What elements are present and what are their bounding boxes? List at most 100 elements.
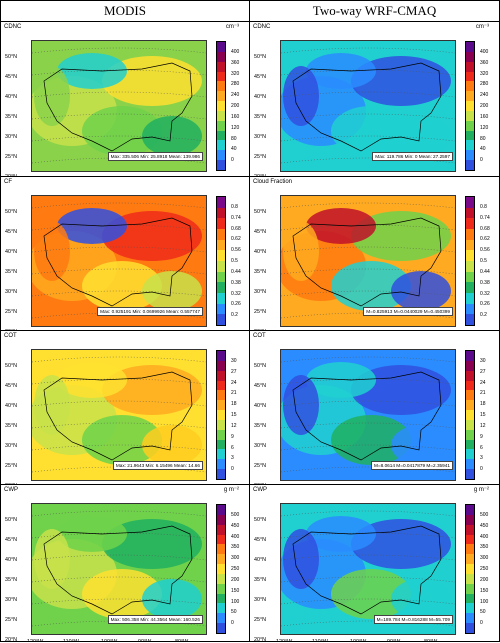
colorbar-tick: 24 [231,379,237,386]
colorbar-tick: 0 [231,620,234,627]
graticule-line [281,576,455,583]
colorbar-swatch [466,360,474,371]
colorbar-swatch [466,218,474,230]
colorbar [216,196,226,326]
map-svg [281,196,455,326]
colorbar-swatch [466,71,474,82]
colorbar-swatch [466,554,474,565]
field-region [142,425,202,465]
unit-label: cm⁻³ [225,24,239,30]
colorbar-tick: 400 [231,533,240,540]
colorbar-swatch [217,140,225,151]
colorbar-swatch [217,564,225,574]
colorbar-swatch [217,250,225,262]
latitude-label: 40°N [254,557,267,563]
field-region [102,519,202,569]
graticule-line [281,554,455,561]
colorbar-tick: 40 [231,146,237,153]
colorbar-tick: 9 [480,433,483,440]
latitude-label: 25°N [254,309,267,315]
colorbar-tick: 0.2 [480,312,487,319]
colorbar-swatch [217,514,225,525]
colorbar-tick: 15 [480,412,486,418]
map-panel: COT Max: 21.9643 Min: 6.15496 Mean: 14.66… [0,330,250,488]
field-region [351,519,451,569]
graticule-line [281,202,455,209]
colorbar-swatch [217,91,225,102]
colorbar-tick: 280 [231,81,240,88]
variable-label: CDNC [4,24,22,30]
latitude-label: 30°N [254,134,267,140]
column-title-modis: MODIS [0,0,250,22]
field-region [34,375,70,435]
colorbar-tick: 200 [480,103,489,109]
colorbar-swatch [466,410,474,420]
colorbar-tick: 30 [231,357,237,364]
colorbar-swatch [466,400,474,411]
map-svg [281,41,455,171]
graticule-line [32,356,206,363]
colorbar-tick: 100 [231,598,240,605]
latitude-label: 40°N [254,403,267,409]
colorbar-swatch [217,303,225,315]
latitude-label: 40°N [5,94,18,100]
colorbar-swatch [466,469,474,479]
graticule-line [281,510,455,517]
colorbar-swatch [217,593,225,604]
map-panel: CF Max: 0.925191 Min: 0.0699926 Mean: 0.5… [0,176,250,334]
colorbar-tick: 0.32 [231,290,241,297]
latitude-label: 45°N [254,537,267,543]
colorbar-tick: 80 [231,135,237,142]
field-region [351,365,451,415]
colorbar-tick: 0.68 [480,225,490,232]
colorbar-tick: 450 [480,522,489,529]
latitude-label: 30°N [254,597,267,603]
map-svg [32,350,206,480]
colorbar-swatch [466,514,474,525]
stats-box: Max: 335.506 Min: 25.8918 Mean: 139.986 [107,152,203,161]
map-field [31,349,207,481]
latitude-label: 25°N [254,617,267,623]
graticule-line [32,554,206,561]
colorbar-tick: 27 [480,368,486,375]
colorbar-swatch [217,505,225,515]
coastline [292,217,442,307]
colorbar-tick: 200 [480,576,489,583]
colorbar-tick: 0.2 [231,312,238,319]
longitude-label: 90°W [138,639,152,642]
latitude-label: 35°N [5,269,18,275]
field-region [102,365,202,415]
latitude-label: 45°N [254,229,267,235]
colorbar-swatch [466,160,474,170]
colorbar-tick: 400 [480,533,489,540]
latitude-label: 40°N [254,94,267,100]
colorbar-swatch [466,61,474,72]
latitude-label: 25°N [5,463,18,469]
colorbar-tick: 300 [231,555,240,562]
colorbar-swatch [466,505,474,515]
field-region [102,211,202,261]
colorbar-swatch [217,239,225,251]
latitude-label: 25°N [5,154,18,160]
colorbar-tick: 280 [480,81,489,88]
colorbar-tick: 150 [480,587,489,594]
graticule-line [281,598,455,605]
colorbar-tick: 0.26 [480,301,490,308]
colorbar-swatch [217,293,225,304]
latitude-label: 45°N [5,537,18,543]
field-region [82,261,162,311]
field-region [82,415,162,465]
stats-box: Max: 21.9643 Min: 6.15496 Mean: 14.66 [112,461,203,470]
field-region [391,271,451,311]
field-region [102,56,202,106]
map-field [280,349,456,481]
colorbar-tick: 40 [480,146,486,153]
colorbar-tick: 240 [480,92,489,99]
stats-box: M=189.784 M=0.816288 M=55.709 [373,615,453,624]
colorbar-swatch [466,250,474,262]
colorbar-swatch [466,42,474,52]
colorbar-tick: 18 [231,401,237,408]
graticule-line [32,91,206,98]
field-region [351,56,451,106]
colorbar-swatch [466,544,474,555]
